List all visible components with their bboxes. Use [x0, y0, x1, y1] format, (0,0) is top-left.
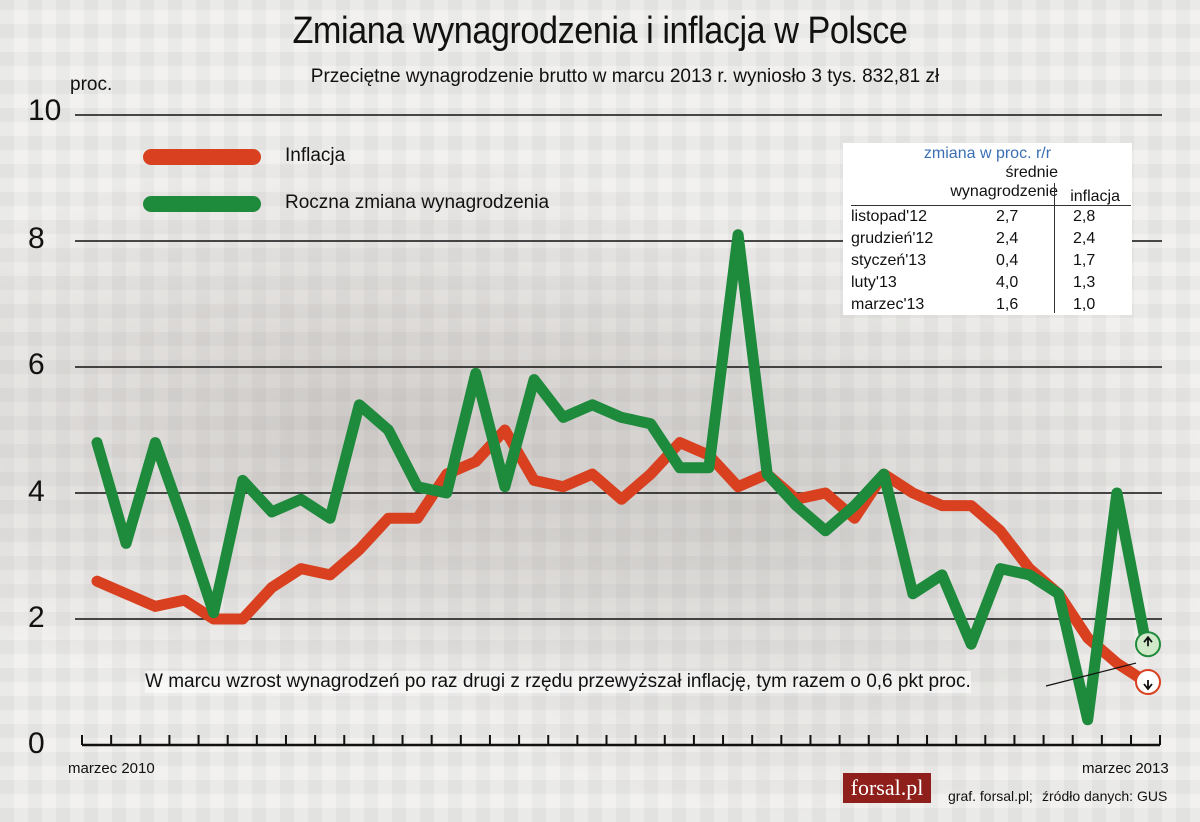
y-tick-label: 2	[28, 601, 45, 634]
table-cell-wages: 2,4	[996, 230, 1019, 247]
legend-label-wages: Roczna zmiana wynagrodzenia	[285, 192, 550, 213]
y-tick-label: 8	[28, 222, 45, 255]
credit-source: źródło danych: GUS	[1042, 788, 1168, 804]
table-cell-wages: 4,0	[996, 274, 1019, 291]
table-row-label: styczeń'13	[851, 252, 927, 269]
table-row-label: listopad'12	[851, 208, 927, 225]
table-cell-inflation: 1,7	[1073, 252, 1096, 269]
y-tick-label: 4	[28, 475, 45, 508]
table-cell-wages: 2,7	[996, 208, 1019, 225]
series-line-inflation	[91, 424, 1152, 688]
legend-swatch-wages	[143, 196, 261, 212]
table-row-label: grudzień'12	[851, 230, 934, 247]
x-start-label: marzec 2010	[68, 760, 155, 777]
chart-title: Zmiana wynagrodzenia i inflacja w Polsce	[292, 10, 908, 52]
table-row: listopad'12 2,7 2,8	[851, 208, 1131, 230]
table-header-inflation: inflacja	[1070, 188, 1120, 205]
credit-graphic: graf. forsal.pl;	[948, 788, 1033, 804]
chart-annotation: W marcu wzrost wynagrodzeń po raz drugi …	[145, 671, 971, 693]
table-row: marzec'13 1,6 1,0	[851, 296, 1131, 318]
table-cell-inflation: 2,8	[1073, 208, 1096, 225]
table-row-label: marzec'13	[851, 296, 925, 313]
forsal-logo: forsal.pl	[843, 773, 931, 803]
legend-label-inflation: Inflacja	[285, 145, 346, 166]
table-cell-wages: 0,4	[996, 252, 1019, 269]
series-line-wages	[91, 229, 1152, 726]
table-cell-inflation: 1,3	[1073, 274, 1096, 291]
arrow-down-icon	[1143, 680, 1153, 691]
table-row: styczeń'13 0,4 1,7	[851, 252, 1131, 274]
table-header-wages-line2: wynagrodzenie	[950, 183, 1058, 200]
arrow-up-icon	[1143, 635, 1153, 647]
table-divider	[851, 205, 1131, 206]
x-end-label: marzec 2013	[1082, 760, 1169, 777]
summary-table: zmiana w proc. r/r średnie wynagrodzenie…	[843, 143, 1132, 315]
table-row: grudzień'12 2,4 2,4	[851, 230, 1131, 252]
table-cell-inflation: 1,0	[1073, 296, 1096, 313]
chart-subtitle: Przeciętne wynagrodzenie brutto w marcu …	[310, 66, 940, 87]
table-column-divider	[1054, 183, 1055, 313]
table-title: zmiana w proc. r/r	[923, 145, 1052, 162]
legend-swatch-inflation	[143, 149, 261, 165]
table-cell-wages: 1,6	[996, 296, 1019, 313]
y-tick-label: 0	[28, 727, 45, 760]
annotation-pointer	[1045, 662, 1137, 687]
table-row: luty'13 4,0 1,3	[851, 274, 1131, 296]
y-axis-unit: proc.	[70, 74, 113, 95]
y-tick-label: 6	[28, 348, 45, 381]
table-row-label: luty'13	[851, 274, 897, 291]
table-cell-inflation: 2,4	[1073, 230, 1096, 247]
table-header-wages-line1: średnie	[1005, 164, 1058, 181]
y-tick-label: 10	[28, 94, 62, 127]
